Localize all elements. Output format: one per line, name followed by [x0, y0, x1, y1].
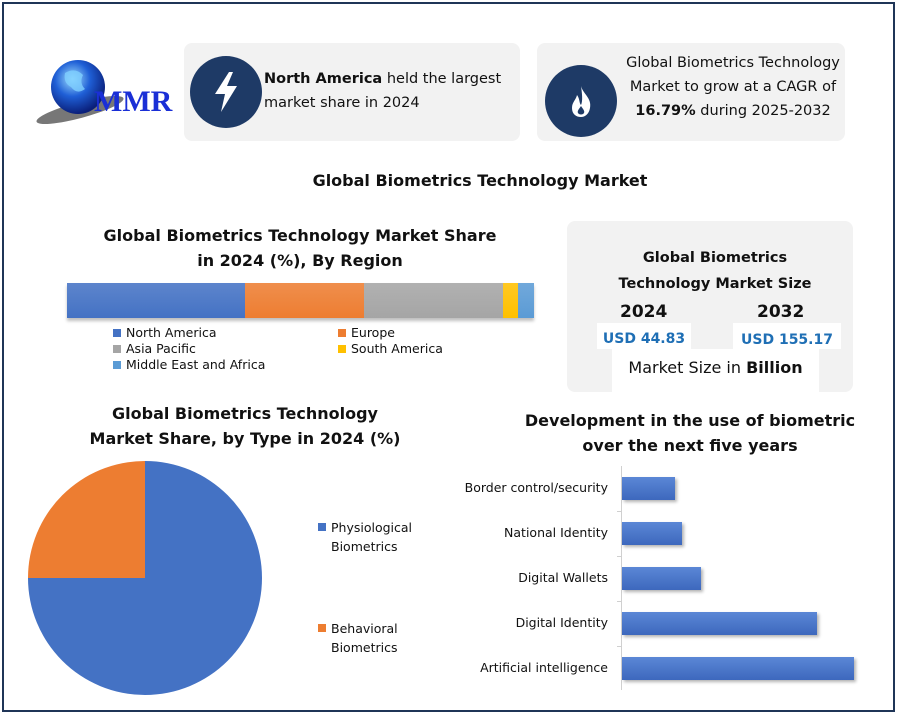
lightning-icon [190, 56, 262, 128]
value-2024: USD 44.83 [597, 323, 691, 349]
bar-digital-wallets [622, 567, 701, 590]
legend-item-middle-east-and-africa: Middle East and Africa [113, 357, 338, 372]
type-chart-title: Global Biometrics Technology Market Shar… [89, 404, 401, 448]
development-bar-chart: Border control/security National Identity… [450, 466, 870, 690]
legend-label: Behavioral Biometrics [331, 621, 398, 655]
bar-label-digital-wallets: Digital Wallets [518, 570, 608, 585]
highlight-card-cagr: Global Biometrics Technology Market to g… [537, 43, 845, 141]
bar-artificial-intelligence [622, 657, 854, 680]
region-highlight-text: North America held the largest market sh… [264, 67, 514, 115]
legend-label: Asia Pacific [126, 341, 196, 356]
unit-bold: Billion [746, 358, 803, 377]
year-2032: 2032 [757, 302, 805, 322]
axis-tick [617, 511, 622, 512]
year-2024: 2024 [620, 302, 668, 322]
cagr-text: Global Biometrics Technology Market to g… [623, 51, 843, 123]
bar-segment-middle-east-and-africa [518, 283, 534, 318]
legend-item-south-america: South America [338, 341, 513, 356]
legend-label: Europe [351, 325, 395, 340]
market-size-title: Global Biometrics Technology Market Size [618, 250, 812, 292]
legend-swatch [113, 328, 121, 337]
bar-label-national-identity: National Identity [504, 525, 608, 540]
legend-label: Middle East and Africa [126, 357, 266, 372]
highlight-region-name: North America [264, 71, 383, 87]
highlight-card-region: North America held the largest market sh… [184, 43, 520, 141]
region-chart-title: Global Biometrics Technology Market Shar… [103, 226, 497, 270]
axis-tick [617, 646, 622, 647]
bar-label-digital-identity: Digital Identity [515, 615, 608, 630]
market-size-card: Global Biometrics Technology Market Size… [567, 221, 853, 392]
unit-prefix: Market Size in [628, 358, 747, 377]
axis-tick [617, 556, 622, 557]
legend-item-north-america: North America [113, 325, 338, 340]
axis-tick [617, 601, 622, 602]
highlight-region-text: held the largest market share in 2024 [264, 71, 502, 111]
main-title: Global Biometrics Technology Market [312, 171, 648, 190]
legend-item-europe: Europe [338, 325, 513, 340]
type-pie-chart [28, 461, 262, 695]
legend-label: South America [351, 341, 443, 356]
bar-segment-europe [244, 283, 364, 318]
development-chart-title: Development in the use of biometric over… [524, 411, 856, 455]
bar-axis [621, 466, 622, 690]
legend-label: North America [126, 325, 217, 340]
legend-swatch [318, 624, 326, 632]
cagr-value: 16.79% [635, 103, 696, 119]
pie-slice-behavioral-biometrics [28, 461, 145, 578]
flame-icon [545, 65, 617, 137]
globe-icon [36, 60, 124, 124]
logo-text: MMR [94, 85, 173, 118]
bar-border-control-security [622, 477, 676, 500]
cagr-text-part1: Global Biometrics Technology Market to g… [626, 55, 840, 95]
legend-swatch [338, 344, 346, 353]
legend-item-physiological-biometrics: Physiological Biometrics [318, 518, 416, 556]
cagr-text-part2: during 2025-2032 [695, 103, 831, 119]
legend-swatch [113, 360, 121, 369]
legend-swatch [113, 344, 121, 353]
legend-swatch [338, 328, 346, 337]
legend-item-behavioral-biometrics: Behavioral Biometrics [318, 619, 416, 657]
legend-label: Physiological Biometrics [331, 520, 413, 554]
mmr-logo: MMR [30, 55, 173, 125]
bar-segment-south-america [503, 283, 519, 318]
bar-segment-north-america [67, 283, 245, 318]
bar-label-artificial-intelligence: Artificial intelligence [480, 660, 608, 675]
bar-label-border-control-security: Border control/security [464, 480, 608, 495]
legend-swatch [318, 523, 326, 531]
value-2032: USD 155.17 [733, 323, 841, 349]
bar-national-identity [622, 522, 683, 545]
region-legend: North America Europe Asia Pacific South Ame… [113, 325, 513, 372]
bar-segment-asia-pacific [364, 283, 504, 318]
legend-item-asia-pacific: Asia Pacific [113, 341, 338, 356]
region-stacked-bar [67, 283, 534, 318]
bar-digital-identity [622, 612, 817, 635]
market-size-unit: Market Size in Billion [612, 349, 819, 392]
